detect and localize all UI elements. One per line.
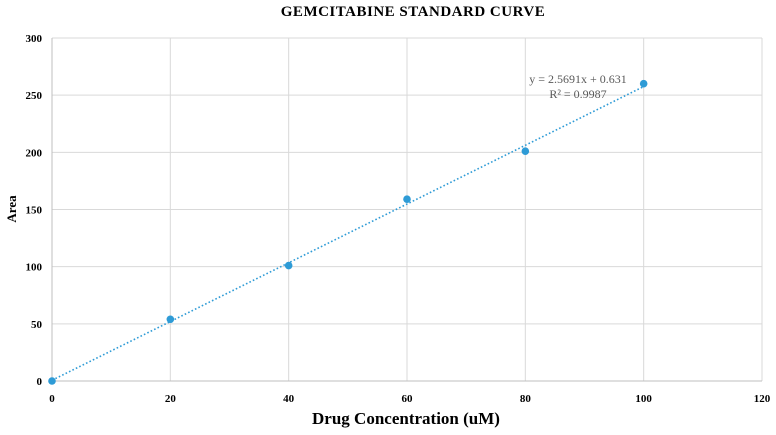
x-tick-label: 40 (283, 393, 295, 405)
x-axis-label: Drug Concentration (uM) (312, 409, 500, 428)
x-tick-label: 60 (402, 393, 414, 405)
y-tick-label: 0 (37, 376, 43, 388)
y-tick-label: 200 (26, 147, 43, 159)
data-point (284, 261, 293, 270)
tick-labels: 0 20 40 60 80 100 120 0 50 100 150 200 250 300 (26, 33, 771, 405)
y-tick-label: 100 (26, 262, 43, 274)
y-tick-label: 50 (31, 319, 43, 331)
x-tick-label: 80 (520, 393, 532, 405)
grid (52, 37, 763, 381)
x-tick-label: 120 (754, 393, 771, 405)
y-tick-label: 250 (26, 90, 43, 102)
data-point (403, 195, 411, 204)
y-axis-label: Area (4, 195, 19, 223)
trendline (51, 85, 645, 381)
trendline-line (51, 85, 645, 381)
y-tick-label: 150 (26, 205, 43, 217)
trendline-equation: y = 2.5691x + 0.631 (529, 72, 627, 86)
chart-title: GEMCITABINE STANDARD CURVE (281, 4, 545, 20)
data-point (166, 315, 175, 324)
x-tick-label: 0 (49, 393, 55, 405)
data-point (639, 79, 648, 88)
y-tick-label: 300 (26, 33, 43, 45)
data-point (48, 377, 56, 385)
data-point (521, 147, 530, 155)
x-tick-label: 20 (165, 393, 177, 405)
x-tick-label: 100 (635, 393, 652, 405)
r-squared-label: R² = 0.9987 (549, 87, 606, 101)
data-points (48, 79, 648, 385)
axes (51, 38, 762, 382)
